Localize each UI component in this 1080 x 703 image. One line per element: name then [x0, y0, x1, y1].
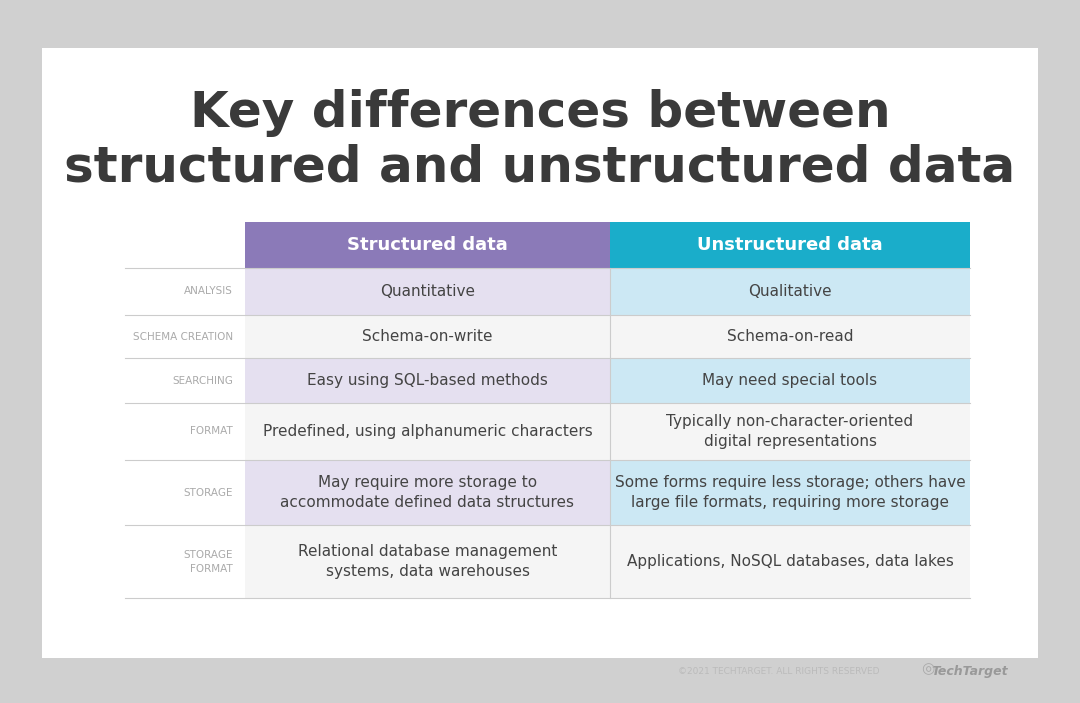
FancyBboxPatch shape — [245, 525, 610, 598]
Text: ANALYSIS: ANALYSIS — [184, 287, 233, 297]
FancyBboxPatch shape — [610, 315, 970, 358]
FancyBboxPatch shape — [610, 268, 970, 315]
Text: Applications, NoSQL databases, data lakes: Applications, NoSQL databases, data lake… — [626, 554, 954, 569]
Text: SEARCHING: SEARCHING — [172, 375, 233, 385]
Text: Schema-on-read: Schema-on-read — [727, 329, 853, 344]
Text: Quantitative: Quantitative — [380, 284, 475, 299]
Text: STORAGE
FORMAT: STORAGE FORMAT — [184, 550, 233, 574]
FancyBboxPatch shape — [245, 268, 610, 315]
FancyBboxPatch shape — [610, 525, 970, 598]
FancyBboxPatch shape — [610, 403, 970, 460]
Text: May require more storage to
accommodate defined data structures: May require more storage to accommodate … — [281, 475, 575, 510]
Text: May need special tools: May need special tools — [702, 373, 878, 388]
Text: Some forms require less storage; others have
large file formats, requiring more : Some forms require less storage; others … — [615, 475, 966, 510]
Text: Qualitative: Qualitative — [748, 284, 832, 299]
FancyBboxPatch shape — [245, 222, 610, 268]
FancyBboxPatch shape — [610, 358, 970, 403]
FancyBboxPatch shape — [42, 48, 1038, 658]
Text: structured and unstructured data: structured and unstructured data — [65, 144, 1015, 192]
FancyBboxPatch shape — [245, 358, 610, 403]
Text: Relational database management
systems, data warehouses: Relational database management systems, … — [298, 544, 557, 579]
Text: Typically non-character-oriented
digital representations: Typically non-character-oriented digital… — [666, 414, 914, 449]
FancyBboxPatch shape — [245, 315, 610, 358]
FancyBboxPatch shape — [245, 403, 610, 460]
Text: Key differences between: Key differences between — [190, 89, 890, 137]
Text: FORMAT: FORMAT — [190, 427, 233, 437]
Text: Predefined, using alphanumeric characters: Predefined, using alphanumeric character… — [262, 424, 592, 439]
Text: Unstructured data: Unstructured data — [698, 236, 882, 254]
Text: ©2021 TECHTARGET. ALL RIGHTS RESERVED: ©2021 TECHTARGET. ALL RIGHTS RESERVED — [678, 666, 880, 676]
Text: Structured data: Structured data — [347, 236, 508, 254]
Text: ◎: ◎ — [921, 662, 934, 676]
Text: STORAGE: STORAGE — [184, 487, 233, 498]
Text: SCHEMA CREATION: SCHEMA CREATION — [133, 332, 233, 342]
FancyBboxPatch shape — [245, 460, 610, 525]
Text: TechTarget: TechTarget — [932, 664, 1009, 678]
FancyBboxPatch shape — [610, 222, 970, 268]
Text: Schema-on-write: Schema-on-write — [362, 329, 492, 344]
FancyBboxPatch shape — [610, 460, 970, 525]
Text: Easy using SQL-based methods: Easy using SQL-based methods — [307, 373, 548, 388]
